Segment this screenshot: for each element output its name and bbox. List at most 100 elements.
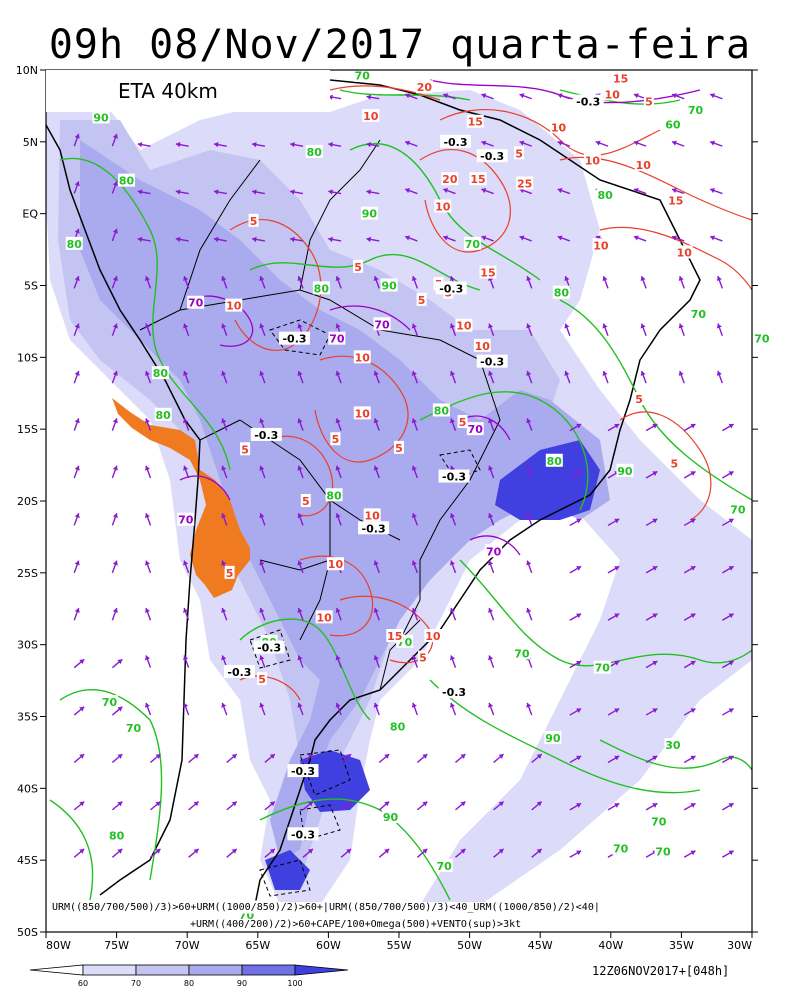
wind-arrow bbox=[569, 755, 582, 764]
wind-arrow bbox=[602, 370, 609, 384]
contour-label: 10 bbox=[473, 338, 491, 353]
wind-arrow bbox=[111, 465, 118, 479]
svg-text:80: 80 bbox=[554, 287, 570, 300]
colorbar-segment bbox=[82, 964, 137, 976]
contour-label: 20 bbox=[415, 80, 433, 94]
dry-area-andes bbox=[112, 398, 250, 598]
wind-arrow bbox=[411, 418, 419, 431]
wind-arrow bbox=[183, 323, 190, 337]
svg-text:80: 80 bbox=[119, 175, 135, 188]
svg-text:10: 10 bbox=[328, 558, 344, 571]
wind-arrow bbox=[373, 655, 380, 668]
humidity-contour-line bbox=[419, 391, 589, 511]
contour-label: -0.3 bbox=[476, 149, 508, 163]
svg-text:70: 70 bbox=[688, 104, 704, 117]
wind-arrow bbox=[526, 275, 533, 289]
contour-label: 10 bbox=[603, 87, 621, 101]
svg-text:90: 90 bbox=[617, 465, 633, 478]
svg-text:10: 10 bbox=[355, 407, 371, 420]
wind-arrow bbox=[449, 702, 457, 716]
contour-label: 25 bbox=[516, 176, 534, 190]
wind-arrow bbox=[111, 133, 118, 147]
wind-arrow bbox=[150, 800, 161, 811]
wind-arrow bbox=[569, 660, 582, 669]
svg-text:5: 5 bbox=[241, 443, 249, 456]
wind-arrow bbox=[493, 848, 505, 858]
wind-arrow bbox=[373, 275, 380, 289]
wind-arrow bbox=[183, 465, 190, 479]
wind-arrow bbox=[302, 800, 314, 811]
svg-text:10: 10 bbox=[363, 110, 379, 123]
svg-text:15: 15 bbox=[613, 73, 628, 86]
upper-humidity-contour-line bbox=[189, 295, 254, 347]
contour-label: 5 bbox=[634, 391, 645, 406]
svg-text:70: 70 bbox=[595, 662, 611, 675]
wind-arrow bbox=[683, 470, 696, 479]
svg-text:80: 80 bbox=[326, 489, 342, 502]
wind-arrow bbox=[175, 189, 189, 195]
svg-text:70: 70 bbox=[486, 545, 502, 558]
svg-text:70: 70 bbox=[355, 70, 371, 83]
contour-label: 15 bbox=[612, 71, 630, 86]
lon-tick-label: 30W bbox=[727, 939, 752, 952]
wind-arrow bbox=[366, 236, 380, 243]
omega-contour-line bbox=[439, 449, 481, 479]
contour-label: 70 bbox=[353, 68, 371, 83]
contour-label: 90 bbox=[544, 731, 562, 745]
svg-text:10: 10 bbox=[636, 159, 652, 172]
wind-arrow bbox=[213, 141, 227, 148]
contour-label: 70 bbox=[177, 512, 195, 527]
wind-arrow bbox=[607, 518, 620, 527]
svg-text:30: 30 bbox=[665, 739, 681, 752]
wind-arrow bbox=[602, 323, 609, 337]
wind-arrow bbox=[455, 848, 466, 858]
svg-text:80: 80 bbox=[597, 189, 613, 202]
contour-label: 15 bbox=[479, 265, 497, 280]
svg-text:15: 15 bbox=[468, 116, 483, 129]
svg-text:-0.3: -0.3 bbox=[442, 471, 466, 484]
contour-label: -0.3 bbox=[250, 427, 282, 442]
wind-arrow bbox=[709, 235, 723, 242]
svg-text:10: 10 bbox=[456, 320, 472, 333]
wind-arrow bbox=[443, 188, 456, 195]
wind-arrow bbox=[73, 512, 80, 526]
wind-arrow bbox=[493, 753, 505, 764]
contour-label: 80 bbox=[325, 488, 343, 502]
lat-tick-label: 15S bbox=[17, 423, 38, 436]
wind-arrow bbox=[188, 753, 200, 764]
wind-arrow bbox=[449, 607, 457, 621]
wind-arrow bbox=[683, 613, 696, 621]
wind-arrow bbox=[297, 275, 304, 289]
contour-label: 5 bbox=[643, 94, 654, 109]
svg-text:70: 70 bbox=[329, 333, 345, 346]
wind-arrow bbox=[175, 141, 189, 148]
wind-arrow bbox=[645, 518, 658, 527]
contour-label: 70 bbox=[654, 844, 672, 859]
wind-arrow bbox=[259, 323, 266, 337]
contour-label: -0.3 bbox=[253, 640, 285, 655]
wind-arrow bbox=[144, 655, 152, 668]
contour-label: 80 bbox=[151, 366, 169, 380]
svg-text:5: 5 bbox=[635, 393, 643, 406]
contour-label: 10 bbox=[583, 153, 601, 168]
contour-label: -0.3 bbox=[572, 94, 604, 109]
wind-arrow bbox=[645, 613, 658, 621]
omega-contour-line bbox=[299, 804, 341, 841]
wind-arrow bbox=[411, 702, 419, 716]
wind-arrow bbox=[721, 802, 734, 811]
wind-arrow bbox=[411, 370, 419, 384]
contour-label: 70 bbox=[328, 331, 346, 346]
svg-text:70: 70 bbox=[691, 308, 707, 321]
wind-arrow bbox=[531, 753, 543, 764]
contour-label: 70 bbox=[689, 307, 707, 321]
wind-arrow bbox=[488, 465, 495, 479]
wind-arrow bbox=[335, 655, 342, 668]
lat-tick-label: 5N bbox=[23, 136, 38, 149]
lat-tick-label: 20S bbox=[17, 495, 38, 508]
contour-label: 5 bbox=[457, 414, 468, 429]
wind-arrow bbox=[73, 370, 80, 384]
colorbar-label: 70 bbox=[131, 979, 141, 988]
humidity-contour-line bbox=[249, 253, 481, 291]
wind-arrow bbox=[73, 607, 80, 621]
